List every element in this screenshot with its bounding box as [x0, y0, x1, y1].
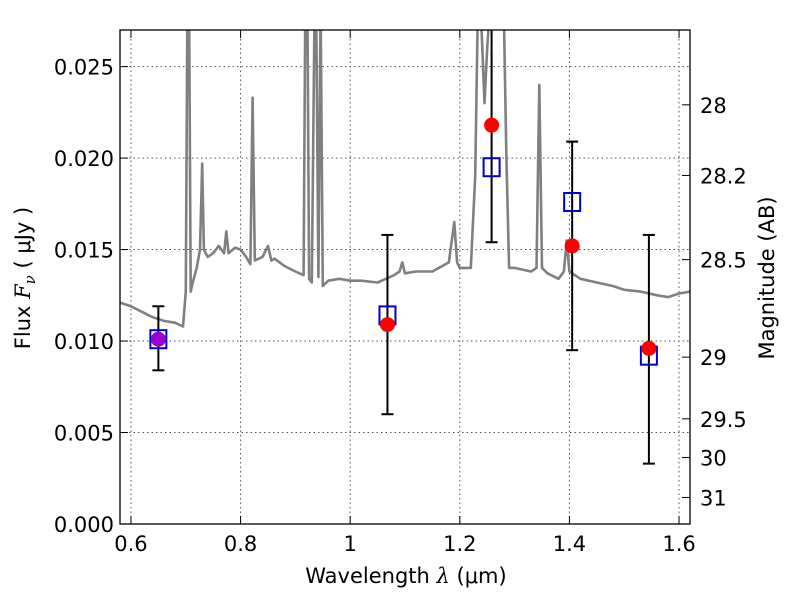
y2-tick-label: 30	[700, 447, 727, 471]
y2-tick-label: 28.5	[700, 249, 747, 273]
x-tick-label: 1	[344, 532, 357, 556]
x-tick-label: 0.8	[224, 532, 257, 556]
axes-frame	[119, 29, 691, 525]
observed-point	[564, 238, 580, 254]
y-tick-label: 0.005	[54, 422, 114, 446]
y2-tick-label: 28.2	[700, 164, 747, 188]
model-spectrum-line	[120, 30, 690, 328]
x-tick-label: 0.6	[114, 532, 147, 556]
y-tick-label: 0.010	[54, 330, 114, 354]
model-photometry-square	[563, 191, 582, 212]
model-photometry-square	[482, 157, 501, 178]
y2-tick-label: 28	[700, 94, 727, 118]
axis-ticks: 0.6 0.8 1 1.2 1.4 1.6 0.000 0.005 0.010 0.015 0.02…	[54, 30, 747, 556]
model-photometry-square	[149, 329, 168, 350]
observed-point	[150, 331, 166, 347]
y2-tick-label: 29.5	[700, 408, 747, 432]
grid-lines	[120, 30, 690, 525]
right-axis-label: Magnitude (AB)	[755, 196, 779, 359]
observed-point	[641, 340, 657, 356]
observed-point	[379, 317, 395, 333]
x-tick-label: 1.2	[443, 532, 476, 556]
y-tick-label: 0.020	[54, 147, 114, 171]
y-tick-label: 0.015	[54, 239, 114, 263]
x-tick-label: 1.4	[553, 532, 586, 556]
y2-tick-label: 31	[700, 486, 727, 510]
x-tick-label: 1.6	[662, 532, 695, 556]
observed-point	[484, 117, 500, 133]
y-axis-label: Flux Fν ( μJy )	[11, 207, 39, 349]
y-tick-label: 0.025	[54, 56, 114, 80]
y2-tick-label: 29	[700, 346, 727, 370]
plot-area	[120, 30, 690, 465]
y-tick-label: 0.000	[54, 513, 114, 537]
x-axis-label: Wavelength λ (μm)	[305, 564, 506, 588]
